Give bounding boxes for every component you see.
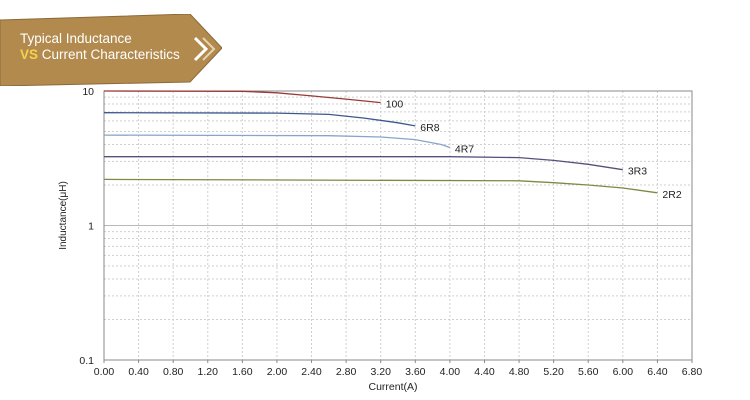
x-tick-label: 5.60 <box>578 366 599 378</box>
banner-ribbon <box>0 14 222 86</box>
x-tick-label: 6.40 <box>647 366 668 378</box>
series-line-3r3 <box>104 156 623 171</box>
x-axis-label: Current(A) <box>368 381 417 393</box>
chevron-right-icon <box>193 36 216 62</box>
x-tick-label: 4.40 <box>474 366 495 378</box>
x-tick-label: 3.20 <box>370 366 391 378</box>
series-label-6r8: 6R8 <box>420 122 439 134</box>
series-label-3r3: 3R3 <box>628 166 647 178</box>
y-tick-label: 1 <box>88 221 94 233</box>
x-tick-label: 1.60 <box>232 366 253 378</box>
x-tick-label: 6.80 <box>682 366 703 378</box>
x-tick-label: 2.80 <box>336 366 357 378</box>
title-banner: Typical Inductance VS Current Characteri… <box>0 14 222 86</box>
x-tick-label: 2.40 <box>301 366 322 378</box>
series-line-2r2 <box>103 178 658 194</box>
series-line-6r8 <box>103 112 416 127</box>
x-tick-label: 5.20 <box>543 366 564 378</box>
y-axis-label: Inductance(μH) <box>58 181 69 250</box>
x-tick-label: 6.00 <box>613 366 634 378</box>
x-tick-label: 0.00 <box>94 366 115 378</box>
banner-vs: VS <box>20 47 39 62</box>
x-tick-label: 1.20 <box>198 366 219 378</box>
series-label-2r2: 2R2 <box>662 189 681 201</box>
series-label-4r7: 4R7 <box>455 144 474 156</box>
banner-line-2-rest: Current Characteristics <box>38 47 180 62</box>
series-line-4r7 <box>103 134 451 149</box>
x-tick-label: 0.40 <box>128 366 149 378</box>
plot-frame <box>103 90 693 361</box>
series-label-100: 100 <box>386 99 404 111</box>
banner-line-1: Typical Inductance <box>20 31 132 46</box>
y-tick-label: 0.1 <box>79 355 94 367</box>
x-tick-label: 0.80 <box>163 366 184 378</box>
banner-line-2: VS Current Characteristics <box>20 47 180 63</box>
series-line-100 <box>103 90 381 104</box>
x-tick-label: 4.80 <box>509 366 530 378</box>
x-tick-label: 3.60 <box>405 366 426 378</box>
banner-text: Typical Inductance VS Current Characteri… <box>20 31 180 63</box>
x-tick-label: 4.00 <box>440 366 461 378</box>
y-tick-label: 10 <box>82 86 94 98</box>
x-tick-label: 2.00 <box>267 366 288 378</box>
